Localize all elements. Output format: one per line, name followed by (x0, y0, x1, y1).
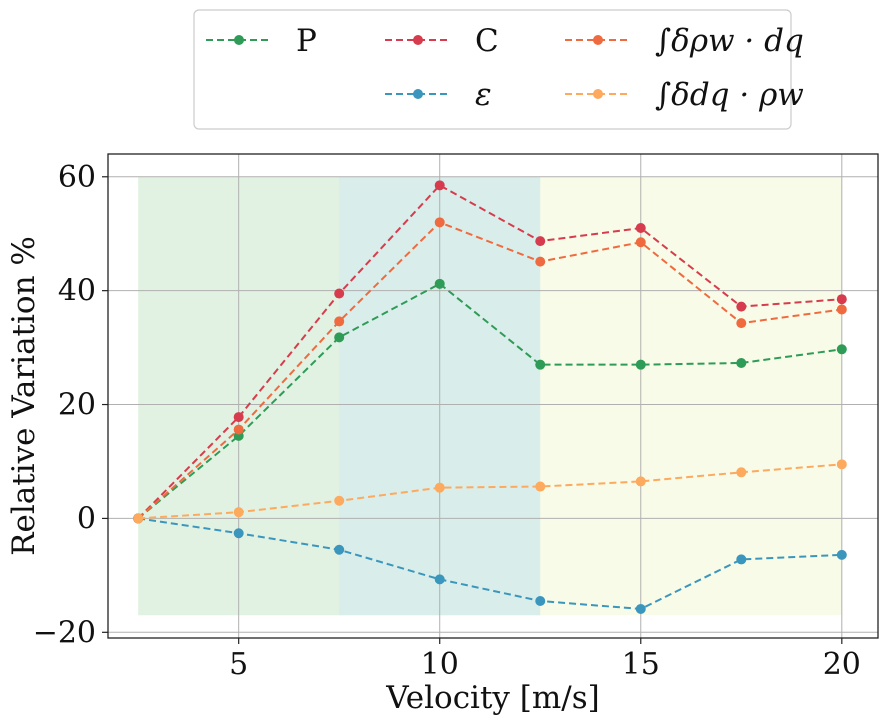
legend-label-4: ∫δdq · ρw (655, 77, 804, 113)
data-point-4-6 (736, 467, 747, 478)
data-point-2-6 (736, 318, 747, 329)
data-point-0-3 (434, 278, 445, 289)
data-point-2-5 (635, 237, 646, 248)
legend-label-3: ε (475, 77, 492, 113)
y-tick-label-60: 60 (58, 160, 96, 195)
x-tick-label-10: 10 (421, 647, 459, 682)
data-point-0-5 (635, 359, 646, 370)
data-point-1-6 (736, 301, 747, 312)
data-point-2-3 (434, 217, 445, 228)
data-point-0-6 (736, 357, 747, 368)
series-line-4 (138, 463, 842, 520)
series-line-1 (137, 184, 842, 520)
data-point-3-2 (334, 544, 345, 555)
legend-label-2: ∫δρw · dq (655, 23, 804, 59)
legend-marker-3 (413, 89, 423, 99)
data-point-2-4 (535, 256, 546, 267)
x-tick-label-5: 5 (229, 647, 248, 682)
data-point-3-3 (434, 574, 445, 585)
data-point-1-1 (233, 412, 244, 423)
legend-marker-2 (593, 35, 603, 45)
legend-label-1: C (475, 23, 499, 59)
legend-box (193, 9, 792, 130)
y-tick-label-40: 40 (58, 274, 96, 309)
series-0 (133, 278, 847, 524)
data-point-3-5 (635, 603, 646, 614)
legend-marker-0 (234, 35, 244, 45)
data-point-3-4 (535, 595, 546, 606)
y-tick-label--20: −20 (33, 615, 96, 650)
data-point-2-1 (233, 424, 244, 435)
legend-marker-1 (413, 35, 423, 45)
series-line-3 (138, 517, 842, 610)
shaded-region-2 (540, 176, 842, 616)
data-point-4-1 (233, 507, 244, 518)
data-point-0-4 (535, 359, 546, 370)
data-point-3-7 (836, 549, 847, 560)
data-point-4-7 (836, 459, 847, 470)
y-axis-title: Relative Variation % (6, 236, 42, 556)
legend-marker-4 (593, 89, 603, 99)
x-axis-title: Velocity [m/s] (385, 680, 600, 716)
series-lines (133, 180, 847, 614)
data-point-2-7 (836, 304, 847, 315)
plot-frame (107, 153, 879, 639)
legend: P C ∫δρw · dq ε ∫δdq · ρw (193, 9, 804, 130)
data-point-4-5 (635, 476, 646, 487)
data-point-4-4 (535, 481, 546, 492)
data-point-0-2 (334, 332, 345, 343)
axis-ticks: 5 10 15 20 −20 0 20 40 60 (33, 160, 861, 682)
data-point-1-4 (535, 236, 546, 247)
series-4 (133, 459, 847, 524)
series-line-2 (137, 221, 842, 520)
series-line-0 (137, 282, 842, 520)
data-point-1-7 (836, 294, 847, 305)
data-point-0-7 (836, 344, 847, 355)
y-tick-label-20: 20 (58, 388, 96, 423)
y-tick-label-0: 0 (77, 501, 96, 536)
x-tick-label-20: 20 (823, 647, 861, 682)
data-point-4-0 (133, 513, 144, 524)
data-point-4-2 (334, 495, 345, 506)
data-point-4-3 (434, 482, 445, 493)
data-point-1-5 (635, 223, 646, 234)
x-tick-label-15: 15 (622, 647, 660, 682)
data-point-1-3 (434, 180, 445, 191)
legend-label-0: P (296, 23, 317, 59)
data-point-2-2 (334, 316, 345, 327)
data-point-1-2 (334, 288, 345, 299)
data-point-3-1 (233, 528, 244, 539)
data-point-3-6 (736, 554, 747, 565)
